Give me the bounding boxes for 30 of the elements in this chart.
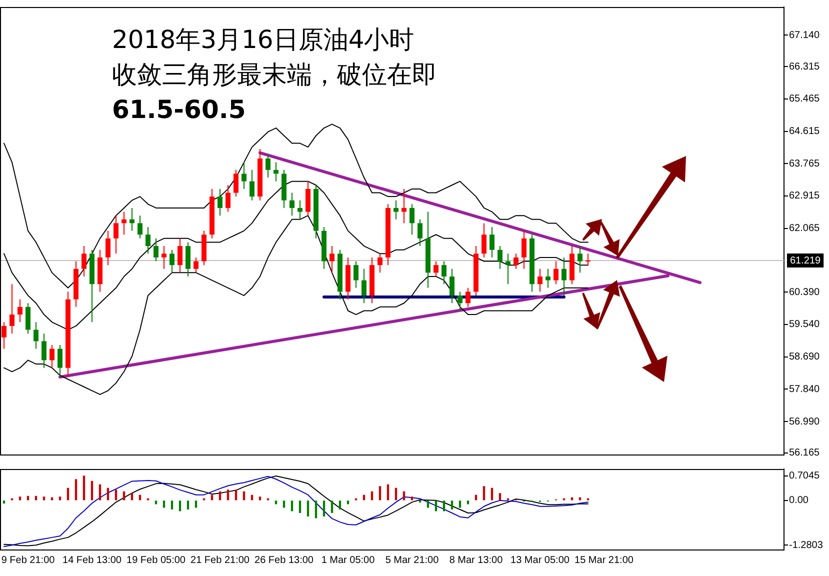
x-tick-label: 19 Feb 05:00	[126, 554, 186, 566]
y-tick-label: 66.315	[789, 61, 820, 72]
y-tick-label: 56.165	[789, 448, 820, 459]
x-tick-label: 1 Mar 05:00	[321, 554, 376, 566]
y-tick-label: 58.690	[789, 352, 820, 363]
x-tick-label: 26 Feb 13:00	[254, 554, 314, 566]
y-tick-label: 62.915	[789, 190, 820, 202]
y-tick-label: 65.465	[789, 94, 820, 105]
x-tick-label: 14 Feb 13:00	[62, 554, 122, 566]
x-tick-label: 21 Feb 21:00	[190, 554, 250, 566]
x-tick-label: 9 Feb 21:00	[1, 554, 56, 566]
y-tick-label: 63.765	[789, 158, 820, 170]
y-tick-label: 59.540	[789, 319, 820, 330]
text: 2018年3月16日原油4小时	[112, 24, 416, 56]
y-tick-label: 0.7045	[789, 470, 820, 482]
y-tick-label: 0.00	[789, 495, 809, 506]
annotation: 61.5-60.5	[112, 94, 247, 126]
x-tick-label: 5 Mar 21:00	[385, 554, 440, 566]
x-tick-label: 8 Mar 13:00	[449, 554, 504, 566]
text: 收敛三角形最末端，破位在即	[112, 59, 437, 91]
y-tick-label: -1.2803	[789, 540, 824, 551]
y-tick-label: 60.390	[789, 286, 820, 298]
y-tick-label: 56.990	[789, 416, 820, 428]
y-tick-label: 62.065	[789, 223, 820, 234]
x-tick-label: 13 Mar 05:00	[510, 554, 570, 566]
y-tick-label: 64.615	[789, 126, 820, 138]
ref-line-label: 61.219	[790, 255, 822, 266]
y-tick-label: 67.140	[789, 30, 820, 41]
x-tick-label: 15 Mar 21:00	[574, 554, 634, 566]
y-tick-label: 57.840	[789, 384, 820, 395]
